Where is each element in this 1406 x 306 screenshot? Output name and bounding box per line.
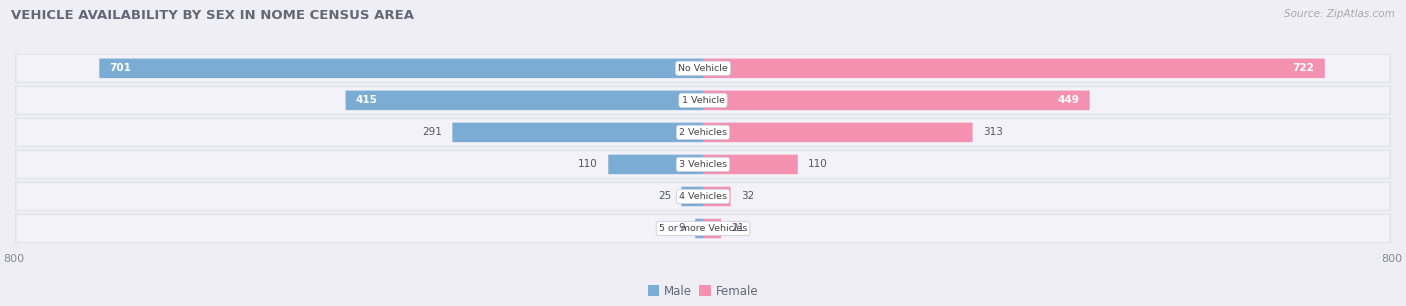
Text: 415: 415: [356, 95, 378, 105]
Text: 110: 110: [808, 159, 828, 170]
FancyBboxPatch shape: [703, 91, 1090, 110]
FancyBboxPatch shape: [15, 182, 1391, 211]
FancyBboxPatch shape: [453, 123, 703, 142]
FancyBboxPatch shape: [703, 219, 721, 238]
Text: 9: 9: [678, 223, 685, 233]
FancyBboxPatch shape: [695, 219, 703, 238]
Text: 313: 313: [983, 127, 1002, 137]
FancyBboxPatch shape: [15, 86, 1391, 115]
Text: 291: 291: [422, 127, 441, 137]
Text: 110: 110: [578, 159, 598, 170]
FancyBboxPatch shape: [17, 87, 1389, 114]
Text: 2 Vehicles: 2 Vehicles: [679, 128, 727, 137]
Text: 722: 722: [1292, 63, 1315, 73]
Text: 32: 32: [741, 192, 754, 201]
FancyBboxPatch shape: [15, 150, 1391, 179]
Legend: Male, Female: Male, Female: [643, 280, 763, 302]
FancyBboxPatch shape: [703, 58, 1324, 78]
Text: 21: 21: [731, 223, 745, 233]
FancyBboxPatch shape: [15, 118, 1391, 147]
FancyBboxPatch shape: [17, 183, 1389, 210]
FancyBboxPatch shape: [17, 119, 1389, 146]
FancyBboxPatch shape: [15, 214, 1391, 243]
FancyBboxPatch shape: [100, 58, 703, 78]
Text: VEHICLE AVAILABILITY BY SEX IN NOME CENSUS AREA: VEHICLE AVAILABILITY BY SEX IN NOME CENS…: [11, 9, 415, 22]
Text: 701: 701: [110, 63, 132, 73]
Text: 1 Vehicle: 1 Vehicle: [682, 96, 724, 105]
FancyBboxPatch shape: [703, 155, 797, 174]
FancyBboxPatch shape: [17, 151, 1389, 178]
Text: 3 Vehicles: 3 Vehicles: [679, 160, 727, 169]
Text: No Vehicle: No Vehicle: [678, 64, 728, 73]
FancyBboxPatch shape: [609, 155, 703, 174]
FancyBboxPatch shape: [17, 215, 1389, 242]
FancyBboxPatch shape: [703, 123, 973, 142]
Text: Source: ZipAtlas.com: Source: ZipAtlas.com: [1284, 9, 1395, 19]
FancyBboxPatch shape: [682, 187, 703, 206]
FancyBboxPatch shape: [15, 54, 1391, 83]
Text: 4 Vehicles: 4 Vehicles: [679, 192, 727, 201]
Text: 449: 449: [1057, 95, 1080, 105]
FancyBboxPatch shape: [703, 187, 731, 206]
FancyBboxPatch shape: [17, 55, 1389, 82]
FancyBboxPatch shape: [346, 91, 703, 110]
Text: 5 or more Vehicles: 5 or more Vehicles: [659, 224, 747, 233]
Text: 25: 25: [658, 192, 671, 201]
